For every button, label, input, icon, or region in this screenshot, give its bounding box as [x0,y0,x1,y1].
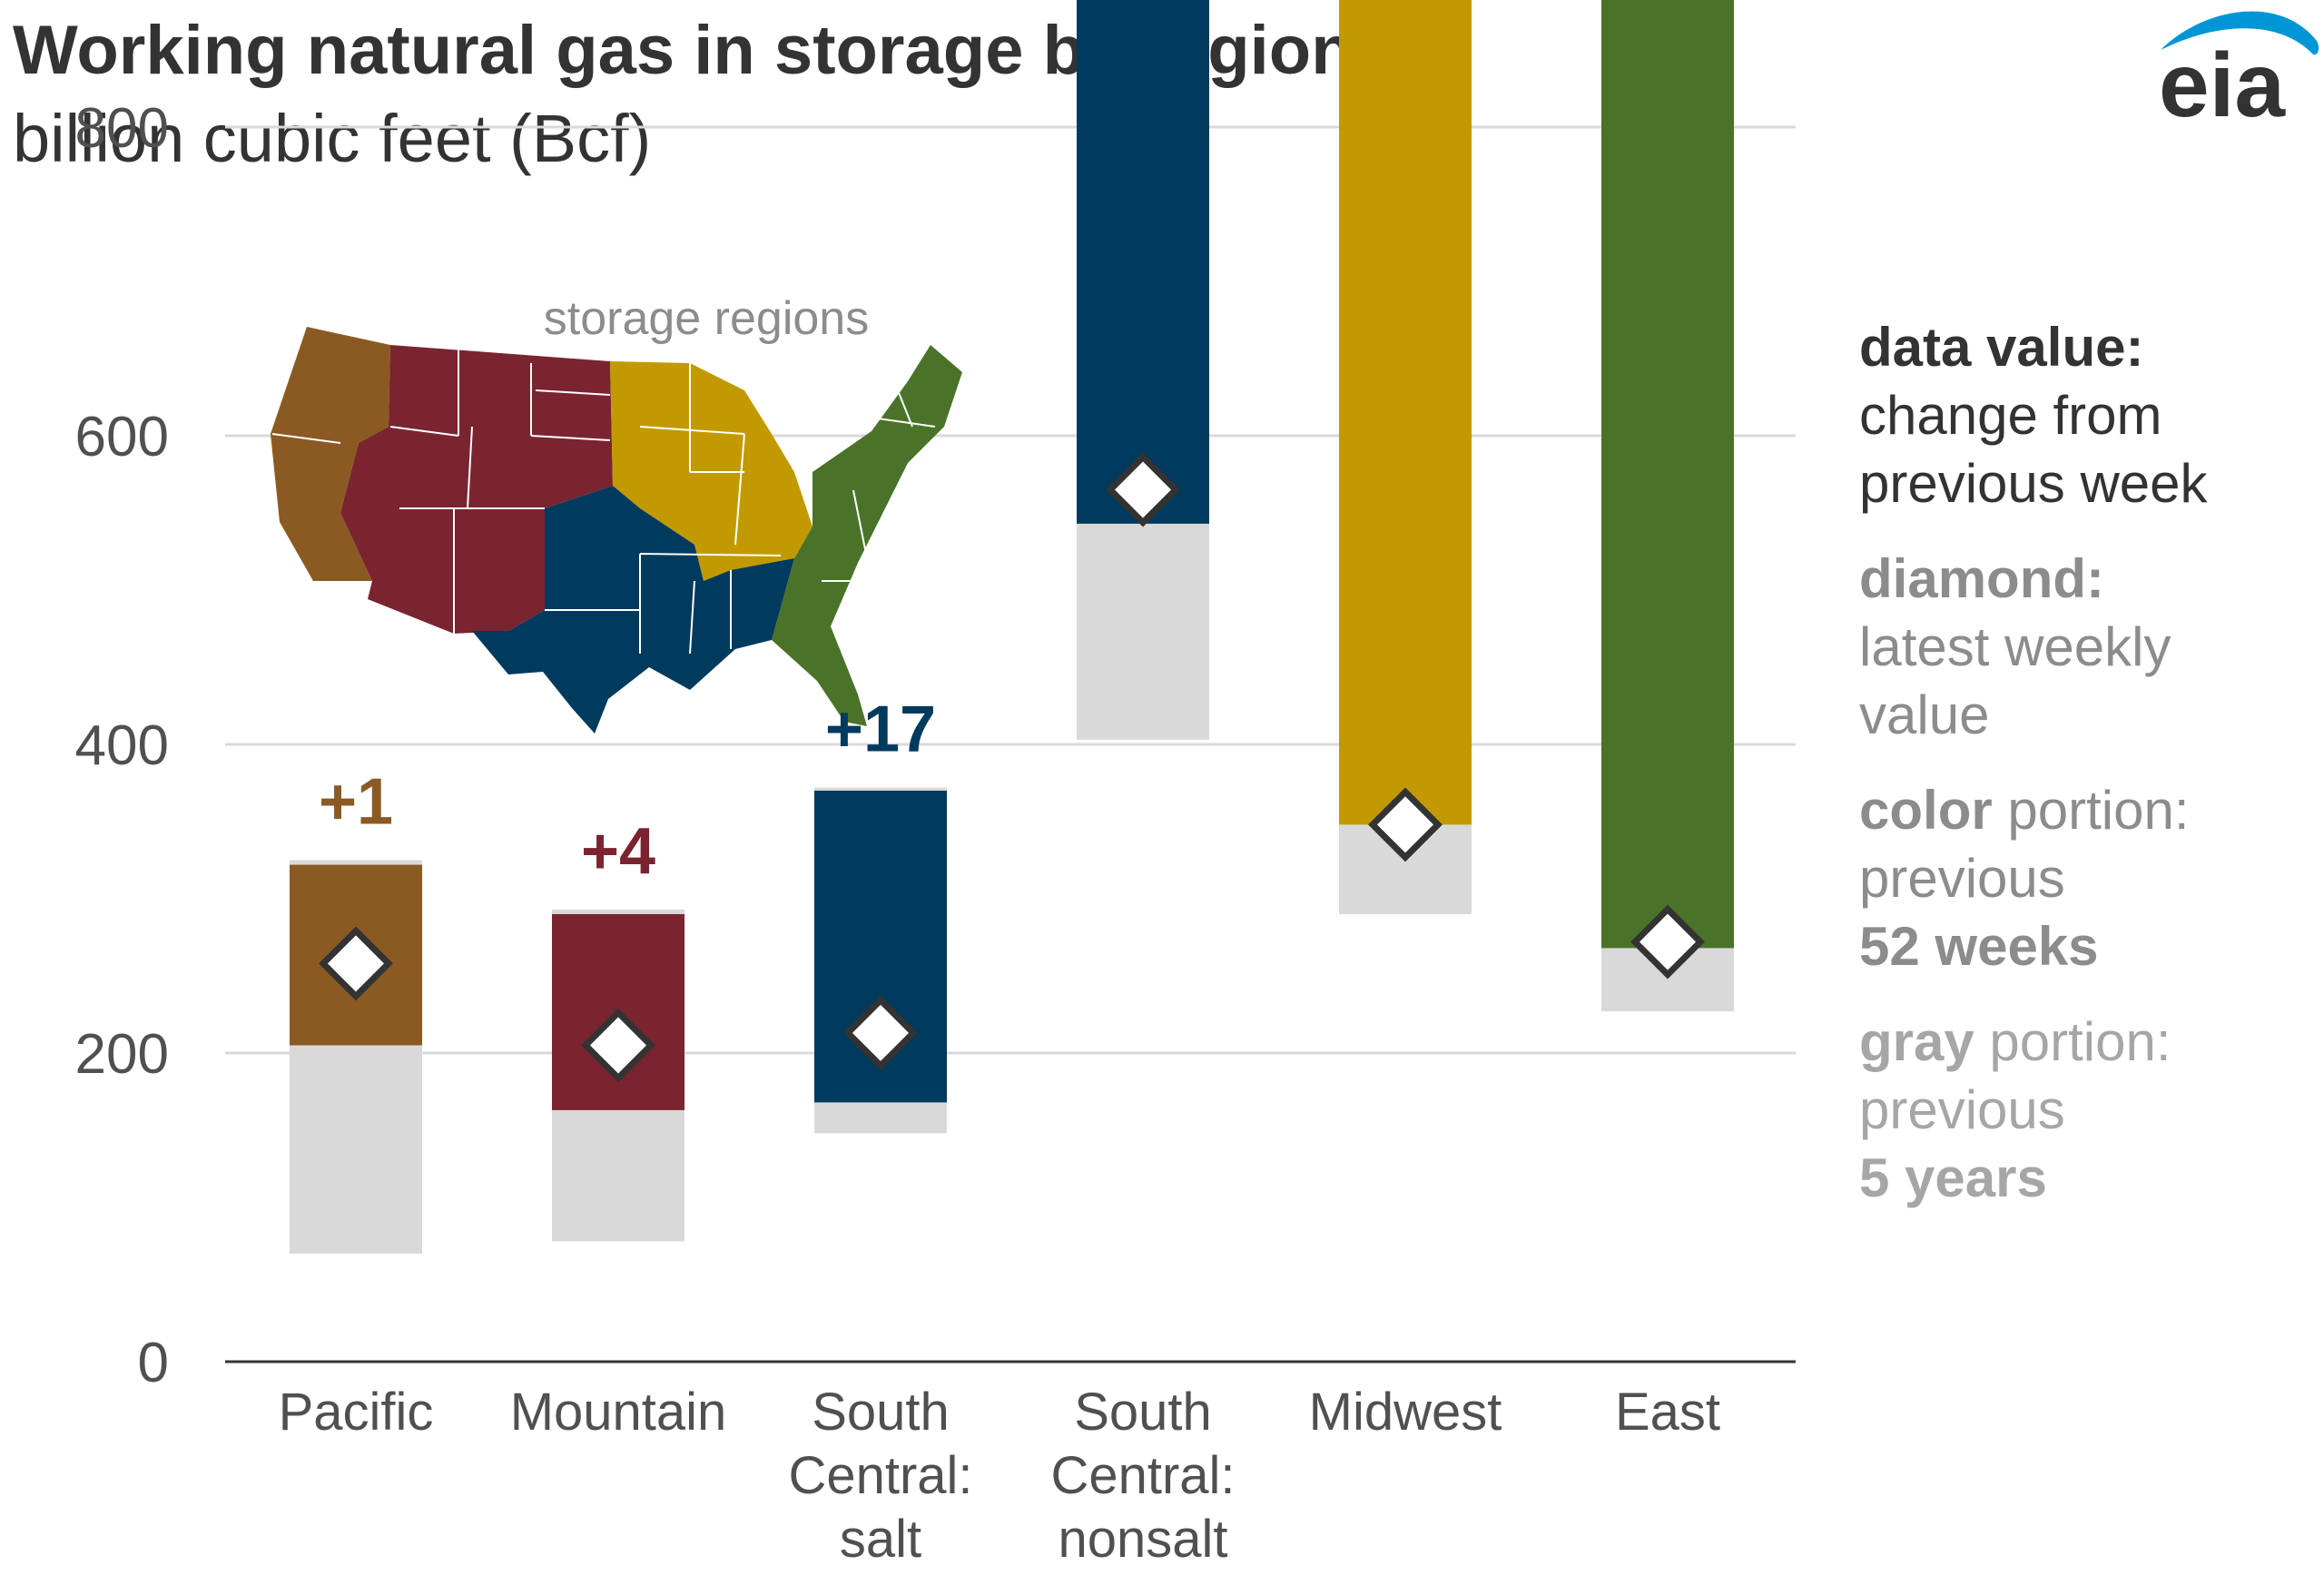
y-tick-label: 800 [75,97,169,160]
change-labels: +1+4+17+16-1-1 [319,694,936,888]
x-tick-label: Central: [788,1446,972,1505]
y-tick-label: 200 [75,1023,169,1086]
map-region-pacific [271,327,390,581]
chart-subtitle: billion cubic feet (Bcf) [13,101,652,176]
legend-gray-rest: portion: [1974,1011,2171,1072]
y-tick-labels: 02004006008001,0001,2001,400 [75,97,169,1394]
legend-diamond-title: diamond: [1859,548,2104,609]
legend-color-portion: color portion: previous 52 weeks [1859,776,2313,980]
latest-value-diamond [1106,452,1180,527]
latest-value-diamond [1630,904,1705,979]
legend-gray-line3: 5 years [1859,1147,2047,1208]
change-data-label: +1 [319,766,393,839]
legend-diamond: diamond: latest weekly value [1859,545,2313,749]
x-tick-label: nonsalt [1058,1510,1227,1569]
y-tick-label: 0 [138,1332,169,1394]
map-state-borders [271,345,936,655]
legend-data-value-title: data value: [1859,317,2144,378]
latest-value-diamond [319,926,393,1001]
legend-gray-portion: gray portion: previous 5 years [1859,1008,2313,1212]
latest-value-diamond [843,995,918,1070]
legend-color-line3: 52 weeks [1859,916,2099,977]
x-tick-label: Mountain [510,1383,727,1442]
y-tick-label: 600 [75,406,169,468]
legend-data-value-line2: previous week [1859,453,2208,514]
fifty-two-week-range-bar [1077,0,1209,524]
legend: data value: change from previous week di… [1859,313,2313,1239]
legend-gray-line2: previous [1859,1079,2065,1140]
map-label: storage regions [544,292,869,345]
x-tick-label: Central: [1050,1446,1235,1505]
eia-logo: eia [2159,11,2319,127]
fifty-two-week-range-bar [1601,0,1734,949]
map-region-east [772,345,962,726]
x-tick-label: Midwest [1309,1383,1502,1442]
legend-color-word: color [1859,780,1993,841]
bars [290,0,1734,1254]
y-tick-label: 400 [75,714,169,777]
latest-value-diamond [1368,787,1443,862]
latest-value-diamond [581,1008,655,1083]
x-tick-label: East [1615,1383,1720,1442]
x-tick-label: Pacific [279,1383,434,1442]
legend-gray-word: gray [1859,1011,1974,1072]
x-tick-label: South [1074,1383,1212,1442]
x-tick-labels: Pacific Mountain SouthCentral:saltSouthCen… [279,1383,1720,1569]
x-tick-label: salt [840,1510,921,1569]
legend-diamond-line2: value [1859,684,1990,745]
logo-text: eia [2159,34,2286,127]
change-data-label: +17 [825,694,936,766]
change-data-label: +4 [581,815,655,888]
legend-color-line2: previous [1859,848,2065,909]
legend-data-value-line1: change from [1859,385,2162,446]
legend-data-value: data value: change from previous week [1859,313,2313,517]
legend-diamond-line1: latest weekly [1859,616,2171,677]
x-tick-label: South [812,1383,950,1442]
fifty-two-week-range-bar [1339,0,1472,825]
storage-regions-map: storage regions [271,292,962,733]
legend-color-rest: portion: [1992,780,2190,841]
logo-swoosh-icon [2161,11,2319,55]
